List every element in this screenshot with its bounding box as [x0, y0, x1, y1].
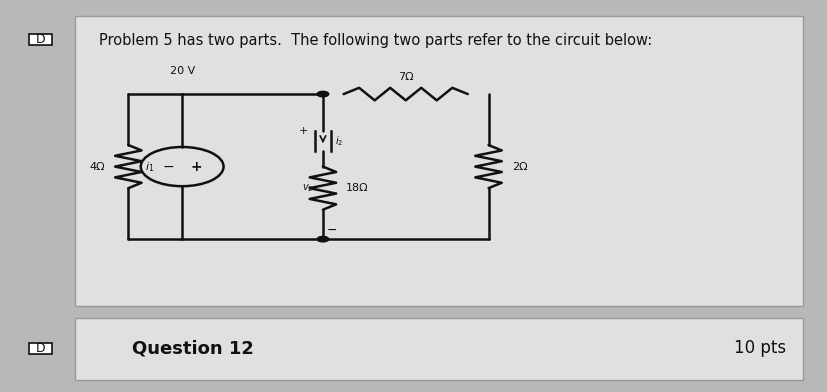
Text: Question 12: Question 12: [132, 339, 254, 357]
Text: 7Ω: 7Ω: [398, 72, 413, 82]
Text: −: −: [162, 160, 174, 174]
Text: +: +: [190, 160, 202, 174]
Text: 4Ω: 4Ω: [89, 162, 105, 172]
Text: 20 V: 20 V: [170, 66, 194, 76]
Text: D: D: [36, 341, 45, 355]
Text: $i_1$: $i_1$: [145, 160, 154, 174]
Bar: [29, 343, 52, 354]
Circle shape: [317, 236, 328, 242]
Text: +: +: [299, 126, 308, 136]
Text: Problem 5 has two parts.  The following two parts refer to the circuit below:: Problem 5 has two parts. The following t…: [99, 33, 652, 48]
Text: $i_2$: $i_2$: [334, 134, 342, 148]
Text: 10 pts: 10 pts: [734, 339, 786, 357]
Bar: [29, 34, 52, 45]
Text: −: −: [327, 224, 337, 237]
Circle shape: [317, 91, 328, 97]
Text: $v_2$: $v_2$: [301, 182, 313, 194]
Text: D: D: [36, 33, 45, 46]
Text: 2Ω: 2Ω: [511, 162, 527, 172]
FancyBboxPatch shape: [74, 318, 802, 380]
FancyBboxPatch shape: [74, 16, 802, 306]
Text: 18Ω: 18Ω: [346, 183, 368, 193]
